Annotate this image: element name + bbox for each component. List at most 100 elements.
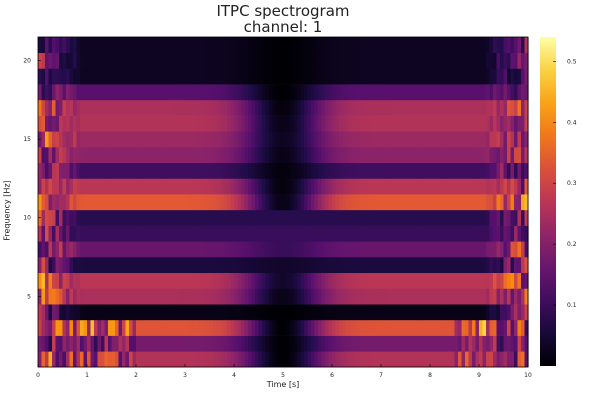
heatmap-cell bbox=[55, 162, 60, 179]
heatmap-cell bbox=[73, 209, 78, 226]
heatmap-cell bbox=[300, 178, 305, 195]
heatmap-cell bbox=[297, 351, 302, 368]
heatmap-cell bbox=[286, 241, 291, 258]
heatmap-cell bbox=[405, 37, 410, 54]
heatmap-cell bbox=[48, 257, 53, 274]
heatmap-cell bbox=[423, 52, 428, 69]
heatmap-cell bbox=[244, 99, 249, 116]
heatmap-cell bbox=[461, 257, 466, 274]
heatmap-cell bbox=[41, 194, 46, 211]
heatmap-cell bbox=[370, 68, 375, 85]
heatmap-cell bbox=[150, 319, 155, 336]
heatmap-cell bbox=[430, 52, 435, 69]
heatmap-cell bbox=[342, 272, 347, 289]
heatmap-cell bbox=[325, 241, 330, 258]
heatmap-cell bbox=[237, 272, 242, 289]
heatmap-cell bbox=[363, 209, 368, 226]
heatmap-cell bbox=[62, 225, 67, 242]
heatmap-cell bbox=[139, 272, 144, 289]
heatmap-cell bbox=[230, 272, 235, 289]
heatmap-cell bbox=[367, 241, 372, 258]
heatmap-cell bbox=[87, 147, 92, 164]
heatmap-cell bbox=[283, 209, 288, 226]
heatmap-cell bbox=[370, 225, 375, 242]
heatmap-cell bbox=[185, 319, 190, 336]
heatmap-cell bbox=[87, 272, 92, 289]
heatmap-cell bbox=[45, 225, 50, 242]
heatmap-cell bbox=[230, 241, 235, 258]
heatmap-cell bbox=[125, 162, 130, 179]
heatmap-cell bbox=[461, 351, 466, 368]
heatmap-cell bbox=[374, 209, 379, 226]
heatmap-cell bbox=[255, 162, 260, 179]
heatmap-cell bbox=[304, 272, 309, 289]
heatmap-cell bbox=[426, 37, 431, 54]
heatmap-cell bbox=[437, 304, 442, 321]
heatmap-cell bbox=[59, 147, 64, 164]
heatmap-cell bbox=[419, 37, 424, 54]
heatmap-cell bbox=[311, 37, 316, 54]
heatmap-cell bbox=[174, 335, 179, 352]
heatmap-cell bbox=[342, 99, 347, 116]
heatmap-cell bbox=[503, 257, 508, 274]
heatmap-cell bbox=[185, 225, 190, 242]
heatmap-cell bbox=[199, 225, 204, 242]
heatmap-cell bbox=[41, 37, 46, 54]
heatmap-cell bbox=[62, 178, 67, 195]
heatmap-cell bbox=[451, 99, 456, 116]
heatmap-cell bbox=[349, 241, 354, 258]
heatmap-cell bbox=[139, 162, 144, 179]
heatmap-cell bbox=[139, 194, 144, 211]
heatmap-cell bbox=[349, 131, 354, 148]
heatmap-cell bbox=[286, 209, 291, 226]
heatmap-cell bbox=[227, 288, 232, 305]
heatmap-cell bbox=[69, 304, 74, 321]
heatmap-cell bbox=[293, 304, 298, 321]
heatmap-cell bbox=[521, 99, 526, 116]
heatmap-cell bbox=[423, 319, 428, 336]
heatmap-cell bbox=[335, 37, 340, 54]
heatmap-cell bbox=[479, 131, 484, 148]
heatmap-cell bbox=[500, 257, 505, 274]
heatmap-cell bbox=[472, 178, 477, 195]
heatmap-cell bbox=[83, 52, 88, 69]
heatmap-cell bbox=[416, 304, 421, 321]
heatmap-cell bbox=[367, 178, 372, 195]
heatmap-cell bbox=[451, 115, 456, 132]
heatmap-cell bbox=[304, 52, 309, 69]
heatmap-cell bbox=[66, 225, 71, 242]
heatmap-cell bbox=[507, 194, 512, 211]
heatmap-cell bbox=[223, 351, 228, 368]
heatmap-cell bbox=[157, 131, 162, 148]
heatmap-cell bbox=[398, 99, 403, 116]
heatmap-cell bbox=[440, 209, 445, 226]
heatmap-cell bbox=[38, 241, 43, 258]
heatmap-cell bbox=[500, 99, 505, 116]
heatmap-cell bbox=[132, 209, 137, 226]
heatmap-cell bbox=[493, 194, 498, 211]
heatmap-cell bbox=[139, 131, 144, 148]
heatmap-cell bbox=[286, 147, 291, 164]
heatmap-cell bbox=[213, 178, 218, 195]
heatmap-cell bbox=[307, 115, 312, 132]
heatmap-cell bbox=[437, 272, 442, 289]
heatmap-cell bbox=[255, 304, 260, 321]
heatmap-cell bbox=[181, 178, 186, 195]
heatmap-cell bbox=[332, 99, 337, 116]
heatmap-cell bbox=[104, 319, 109, 336]
heatmap-cell bbox=[346, 209, 351, 226]
heatmap-cell bbox=[251, 52, 256, 69]
heatmap-cell bbox=[220, 351, 225, 368]
x-tick-label: 8 bbox=[428, 372, 432, 379]
heatmap-cell bbox=[101, 178, 106, 195]
heatmap-cell bbox=[118, 84, 123, 101]
heatmap-cell bbox=[412, 131, 417, 148]
heatmap-cell bbox=[524, 52, 529, 69]
heatmap-cell bbox=[514, 84, 519, 101]
heatmap-cell bbox=[328, 131, 333, 148]
heatmap-cell bbox=[244, 272, 249, 289]
heatmap-cell bbox=[188, 52, 193, 69]
heatmap-cell bbox=[248, 52, 253, 69]
heatmap-cell bbox=[118, 304, 123, 321]
heatmap-cell bbox=[192, 194, 197, 211]
